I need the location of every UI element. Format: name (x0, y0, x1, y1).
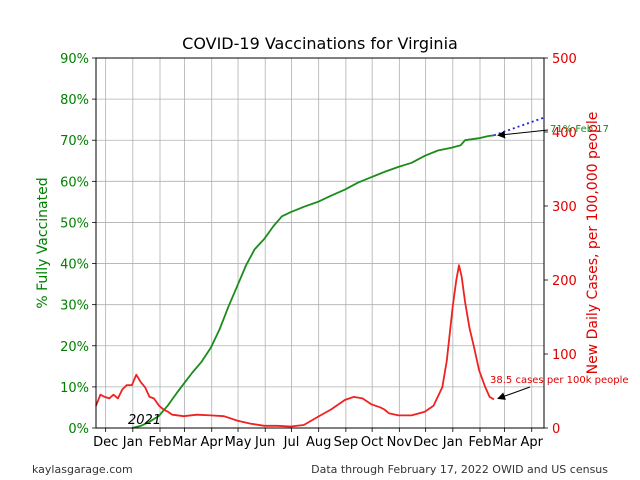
x-tick-label: Jan (442, 435, 463, 450)
series-layer (95, 116, 545, 429)
x-tick-label: Jan (122, 435, 143, 450)
y-left-tick-label: 90% (60, 52, 89, 67)
y-right-tick-label: 200 (552, 274, 577, 289)
y-right-tick-label: 100 (552, 348, 577, 363)
y-axis-left-label: % Fully Vaccinated (35, 177, 51, 308)
cases-annotation-label: 38.5 cases per 100k people (490, 375, 629, 386)
x-tick-label: Dec (413, 435, 438, 450)
x-tick-label: Mar (172, 435, 197, 450)
x-tick-label: Jun (254, 435, 275, 450)
y-right-tick-label: 300 (552, 200, 577, 215)
x-tick-label: Dec (93, 435, 118, 450)
y-right-tick-label: 0 (552, 422, 560, 437)
y-right-tick-label: 500 (552, 52, 577, 67)
x-tick-label: May (225, 435, 252, 450)
axis-ticks: Dec Jan Feb Mar Apr May Jun Jul Aug Sep Oct Nov Dec J… (60, 52, 577, 450)
x-tick-label: Apr (520, 435, 543, 450)
footer-left: kaylasgarage.com (32, 463, 133, 476)
y-left-tick-label: 30% (60, 299, 89, 314)
annotations: 71% Feb 17 38.5 cases per 100k people (490, 124, 629, 400)
grid (96, 57, 544, 429)
vaccinated-annotation-arrow (497, 129, 549, 139)
series-line-cases (95, 264, 495, 428)
year-label: 2021 (128, 413, 161, 428)
y-left-tick-label: 40% (60, 258, 89, 273)
y-left-tick-label: 50% (60, 216, 89, 231)
y-left-tick-label: 80% (60, 93, 89, 108)
y-axis-right-label: New Daily Cases, per 100,000 people (585, 112, 601, 375)
x-tick-label: Apr (200, 435, 223, 450)
series-line-projection (493, 116, 545, 137)
x-tick-label: Feb (468, 435, 491, 450)
chart-title: COVID-19 Vaccinations for Virginia (182, 34, 458, 53)
cases-annotation-arrow (497, 386, 531, 400)
y-left-tick-label: 70% (60, 134, 89, 149)
x-tick-label: Jul (283, 435, 300, 450)
x-tick-label: Feb (148, 435, 171, 450)
footer-right: Data through February 17, 2022 OWID and … (311, 463, 608, 476)
series-line-vaccinated (131, 134, 495, 429)
y-left-tick-label: 10% (60, 381, 89, 396)
x-tick-label: Mar (492, 435, 517, 450)
x-tick-label: Sep (334, 435, 359, 450)
x-tick-label: Aug (306, 435, 331, 450)
y-left-tick-label: 0% (68, 422, 89, 437)
x-tick-label: Oct (361, 435, 383, 450)
vaccinated-annotation-label: 71% Feb 17 (550, 124, 609, 135)
y-right-tick-label: 400 (552, 126, 577, 141)
plot-frame (95, 57, 545, 429)
y-left-tick-label: 60% (60, 175, 89, 190)
x-tick-label: Nov (387, 435, 413, 450)
y-left-tick-label: 20% (60, 340, 89, 355)
